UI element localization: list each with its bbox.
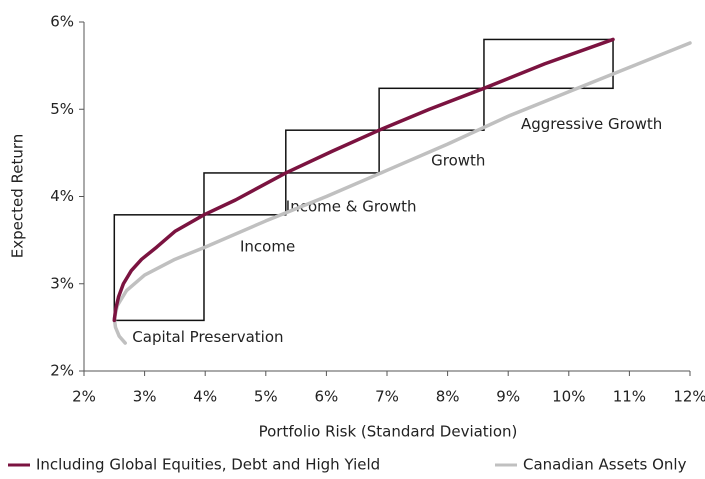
region-label: Income & Growth (286, 197, 417, 215)
x-tick-label: 5% (254, 388, 278, 406)
legend-label: Including Global Equities, Debt and High… (36, 456, 380, 474)
x-axis-title: Portfolio Risk (Standard Deviation) (259, 423, 518, 441)
region-box (203, 172, 287, 216)
legend-label: Canadian Assets Only (523, 456, 687, 474)
y-axis-title: Expected Return (9, 134, 27, 259)
x-tick-label: 7% (375, 388, 399, 406)
region-box (483, 38, 614, 90)
region-label: Income (240, 237, 295, 255)
x-tick-label: 8% (436, 388, 460, 406)
x-tick-label: 11% (613, 388, 646, 406)
x-tick-label: 2% (72, 388, 96, 406)
x-tick-label: 4% (193, 388, 217, 406)
x-tick-label: 9% (496, 388, 520, 406)
y-tick-label: 4% (50, 187, 74, 205)
region-box (378, 87, 485, 131)
region-box (113, 214, 205, 322)
x-tick-label: 12% (673, 388, 705, 406)
y-tick-label: 6% (50, 13, 74, 31)
region-box (285, 129, 380, 174)
y-tick-label: 3% (50, 274, 74, 292)
series-line (112, 37, 615, 323)
region-label: Capital Preservation (132, 328, 283, 346)
x-tick-label: 6% (315, 388, 339, 406)
y-tick-label: 5% (50, 100, 74, 118)
x-tick-label: 10% (552, 388, 585, 406)
y-tick-label: 2% (50, 362, 74, 380)
region-label: Growth (431, 152, 485, 170)
region-label: Aggressive Growth (521, 115, 662, 133)
x-tick-label: 3% (133, 388, 157, 406)
